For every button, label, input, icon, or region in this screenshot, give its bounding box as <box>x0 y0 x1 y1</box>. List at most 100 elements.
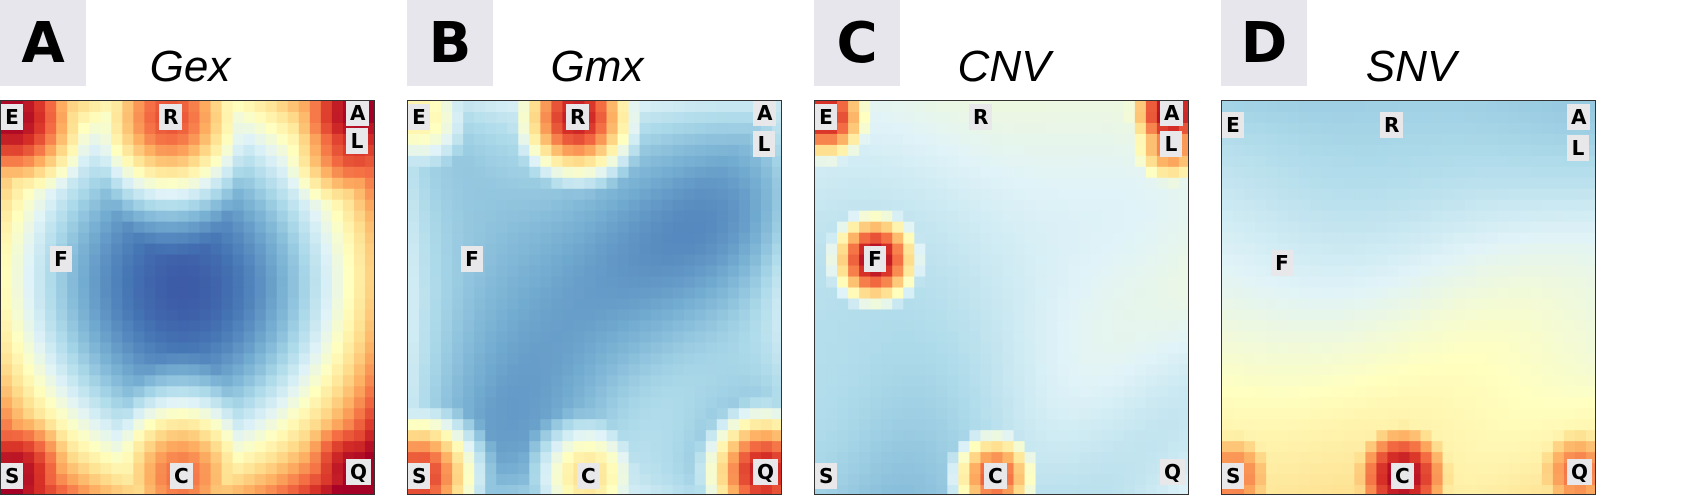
heatmap-cell <box>1552 111 1565 124</box>
heatmap-cell <box>1574 309 1587 322</box>
heatmap-cell <box>1453 221 1466 234</box>
heatmap-cell <box>1068 101 1081 113</box>
heatmap-cell <box>672 133 685 146</box>
heatmap-cell <box>1178 276 1188 289</box>
heatmap-cell <box>958 144 971 157</box>
heatmap-cell <box>1552 122 1565 135</box>
heatmap-cell <box>1508 111 1521 124</box>
heatmap-cell <box>1376 408 1389 420</box>
heatmap-cell <box>947 155 959 168</box>
heatmap-cell <box>166 408 179 420</box>
heatmap-cell <box>320 474 333 486</box>
heatmap-cell <box>1310 122 1322 135</box>
heatmap-cell <box>232 364 245 376</box>
heatmap-cell <box>23 452 35 464</box>
heatmap-cell <box>848 441 860 453</box>
heatmap-cell <box>1156 441 1169 453</box>
heatmap-cell <box>1321 441 1333 453</box>
heatmap-cell <box>562 386 575 398</box>
heatmap-cell <box>1057 430 1070 442</box>
heatmap-cell <box>1398 265 1411 278</box>
heatmap-cell <box>1134 122 1147 135</box>
heatmap-cell <box>826 386 838 398</box>
heatmap-cell <box>1156 353 1169 365</box>
heatmap-cell <box>1266 199 1278 212</box>
heatmap-cell <box>364 177 374 190</box>
heatmap-cell <box>969 474 982 486</box>
heatmap-cell <box>1112 276 1125 289</box>
heatmap-cell <box>650 375 663 387</box>
heatmap-cell <box>507 320 519 333</box>
heatmap-cell <box>155 276 168 289</box>
heatmap-cell <box>1266 353 1278 365</box>
heatmap-cell <box>628 188 641 201</box>
heatmap-cell <box>1046 364 1059 376</box>
heatmap-cell <box>551 133 564 146</box>
heatmap-cell <box>1288 430 1300 442</box>
heatmap-cell <box>199 101 212 113</box>
heatmap-cell <box>848 243 860 256</box>
heatmap-cell <box>133 276 145 289</box>
heatmap-cell <box>1354 210 1366 223</box>
heatmap-cell <box>573 320 586 333</box>
heatmap-cell <box>232 430 245 442</box>
heatmap-cell <box>1486 122 1499 135</box>
heatmap-cell <box>342 485 355 494</box>
heatmap-cell <box>1101 122 1114 135</box>
heatmap-cell <box>1431 309 1444 322</box>
heatmap-cell <box>914 309 926 322</box>
heatmap-cell <box>45 101 57 113</box>
heatmap-cell <box>661 430 674 442</box>
heatmap-cell <box>1519 430 1532 442</box>
heatmap-cell <box>364 265 374 278</box>
heatmap-cell <box>430 298 442 311</box>
heatmap-cell <box>980 452 993 464</box>
heatmap-cell <box>1002 397 1015 409</box>
heatmap-cell <box>672 364 685 376</box>
heatmap-cell <box>1387 309 1400 322</box>
heatmap-cell <box>78 101 90 113</box>
heatmap-cell <box>78 408 90 420</box>
heatmap-cell <box>1508 188 1521 201</box>
heatmap-cell <box>1442 188 1455 201</box>
heatmap-cell <box>1431 287 1444 300</box>
heatmap-cell <box>639 463 652 475</box>
heatmap-cell <box>562 276 575 289</box>
heatmap-cell <box>166 364 179 376</box>
heatmap-cell <box>78 188 90 201</box>
heatmap-cell <box>771 111 781 124</box>
heatmap-cell <box>1255 122 1267 135</box>
heatmap-grid <box>1 101 374 494</box>
heatmap-cell <box>1420 320 1433 333</box>
heatmap-cell <box>210 320 223 333</box>
heatmap-cell <box>1123 419 1136 431</box>
heatmap-cell <box>111 210 123 223</box>
heatmap-cell <box>892 133 904 146</box>
heatmap-cell <box>1585 408 1595 420</box>
heatmap-cell <box>232 474 245 486</box>
heatmap-cell <box>991 287 1004 300</box>
heatmap-cell <box>1167 375 1180 387</box>
heatmap-cell <box>100 309 112 322</box>
heatmap-cell <box>815 452 827 464</box>
heatmap-cell <box>1035 122 1048 135</box>
heatmap-cell <box>1101 265 1114 278</box>
heatmap-cell <box>1365 298 1378 311</box>
heatmap-cell <box>144 177 157 190</box>
heatmap-cell <box>639 101 652 113</box>
heatmap-cell <box>1068 463 1081 475</box>
heatmap-cell <box>155 485 168 494</box>
heatmap-cell <box>694 298 707 311</box>
heatmap-cell <box>771 364 781 376</box>
heatmap-cell <box>507 463 519 475</box>
heatmap-cell <box>144 474 157 486</box>
heatmap-cell <box>991 221 1004 234</box>
heatmap-cell <box>188 199 201 212</box>
heatmap-cell <box>89 298 101 311</box>
heatmap-cell <box>67 320 79 333</box>
heatmap-cell <box>67 111 79 124</box>
heatmap-cell <box>111 309 123 322</box>
heatmap-cell <box>1365 111 1378 124</box>
heatmap-cell <box>1332 265 1344 278</box>
heatmap-cell <box>694 474 707 486</box>
